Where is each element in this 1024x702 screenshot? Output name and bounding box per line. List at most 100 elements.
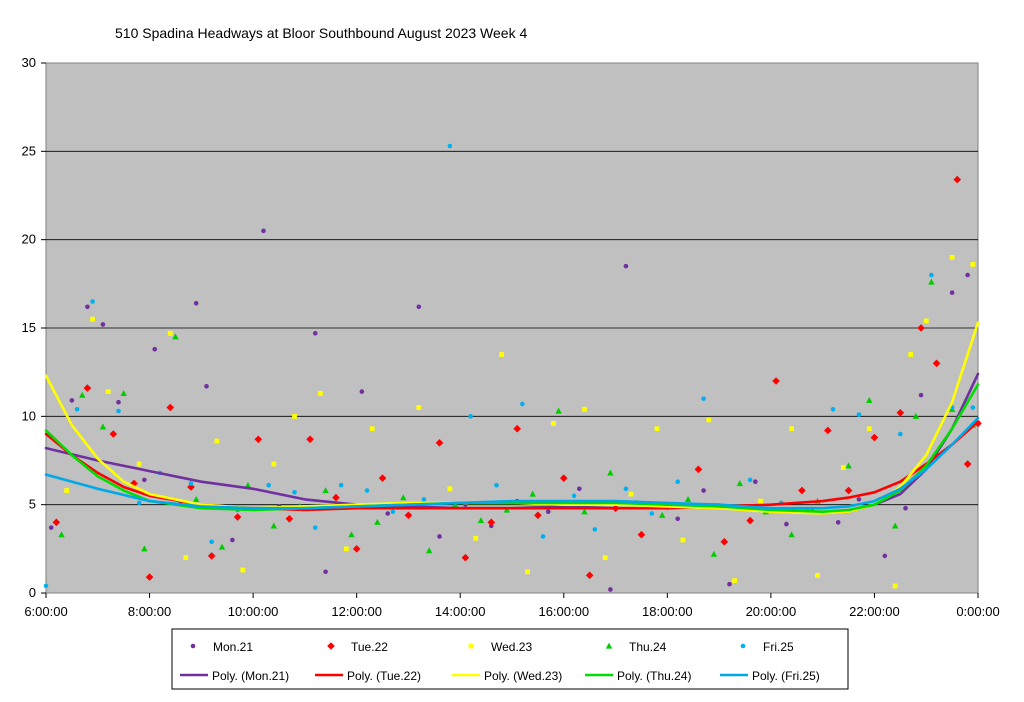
- data-point: [746, 516, 754, 525]
- data-point: [109, 430, 118, 438]
- x-tick-label: 10:00:00: [228, 604, 279, 619]
- legend-label: Mon.21: [213, 640, 253, 654]
- data-point: [840, 465, 846, 470]
- data-point: [468, 414, 473, 419]
- data-point: [607, 469, 614, 476]
- y-tick-label: 20: [22, 232, 36, 247]
- y-tick-label: 10: [22, 408, 36, 423]
- data-point: [912, 412, 920, 419]
- data-point: [965, 272, 970, 278]
- x-tick-label: 22:00:00: [849, 604, 900, 619]
- data-point: [425, 547, 433, 554]
- data-point: [732, 578, 738, 584]
- legend-label: Fri.25: [763, 640, 794, 654]
- y-tick-label: 15: [22, 320, 36, 335]
- legend-marker: [605, 642, 613, 649]
- data-point: [136, 500, 142, 506]
- data-point: [736, 480, 744, 487]
- data-point: [292, 413, 297, 419]
- data-point: [772, 377, 780, 385]
- data-point: [404, 511, 413, 520]
- data-point: [675, 516, 680, 522]
- data-point: [929, 272, 934, 278]
- data-point: [555, 407, 562, 414]
- data-point: [43, 583, 49, 589]
- data-point: [870, 433, 879, 442]
- data-point: [582, 406, 587, 412]
- data-point: [551, 421, 556, 426]
- data-point: [928, 278, 935, 285]
- legend-marker: [327, 642, 335, 650]
- data-point: [835, 520, 841, 525]
- data-point: [167, 330, 173, 336]
- data-point: [623, 263, 629, 269]
- data-point: [359, 389, 365, 394]
- data-point: [654, 426, 660, 432]
- data-point: [824, 426, 832, 435]
- data-point: [85, 304, 90, 310]
- legend-marker: [468, 643, 474, 649]
- data-point: [815, 572, 820, 578]
- legend-marker: [740, 643, 746, 649]
- data-point: [898, 431, 903, 437]
- data-point: [116, 399, 121, 405]
- x-tick-label: 8:00:00: [128, 604, 171, 619]
- data-point: [183, 555, 189, 561]
- data-point: [116, 408, 121, 414]
- data-point: [64, 488, 70, 493]
- data-point: [348, 531, 355, 538]
- data-point: [520, 401, 525, 407]
- data-point: [623, 486, 629, 492]
- legend-label: Poly. (Tue.22): [347, 669, 421, 683]
- data-point: [658, 511, 666, 518]
- data-point: [758, 498, 763, 504]
- data-point: [338, 482, 344, 488]
- data-point: [120, 389, 127, 396]
- data-point: [447, 143, 453, 149]
- data-point: [172, 333, 179, 340]
- data-point: [352, 545, 361, 553]
- data-point: [207, 552, 216, 560]
- data-point: [637, 530, 646, 539]
- legend-marker: [190, 643, 196, 649]
- data-point: [374, 518, 381, 525]
- data-point: [559, 474, 568, 482]
- data-point: [447, 486, 453, 492]
- data-point: [970, 262, 976, 267]
- data-point: [240, 567, 246, 573]
- data-point: [390, 509, 396, 515]
- data-point: [477, 517, 485, 524]
- data-point: [866, 426, 872, 432]
- data-point: [577, 486, 582, 492]
- data-point: [421, 497, 427, 502]
- data-point: [845, 462, 852, 469]
- data-point: [193, 300, 199, 306]
- data-point: [152, 346, 158, 352]
- data-point: [499, 352, 505, 357]
- data-point: [866, 397, 873, 404]
- data-point: [974, 419, 982, 428]
- data-point: [254, 435, 263, 444]
- legend-label: Poly. (Thu.24): [617, 669, 691, 683]
- data-point: [585, 571, 594, 580]
- data-point: [545, 509, 551, 515]
- data-point: [856, 412, 862, 417]
- data-point: [292, 490, 297, 495]
- data-point: [571, 493, 577, 499]
- data-point: [727, 581, 732, 587]
- x-tick-label: 18:00:00: [642, 604, 693, 619]
- data-point: [525, 569, 530, 575]
- data-point: [271, 461, 277, 467]
- data-point: [706, 417, 712, 423]
- data-point: [608, 587, 613, 592]
- data-point: [602, 555, 608, 561]
- data-point: [675, 479, 680, 485]
- data-point: [192, 495, 200, 502]
- data-point: [701, 488, 706, 493]
- x-tick-label: 20:00:00: [746, 604, 797, 619]
- data-point: [378, 474, 387, 482]
- data-point: [100, 322, 106, 327]
- legend: Mon.21 Tue.22 Wed.23 Thu.24 Fri.25 Poly. (Mon…: [171, 628, 849, 690]
- y-tick-label: 5: [29, 497, 36, 512]
